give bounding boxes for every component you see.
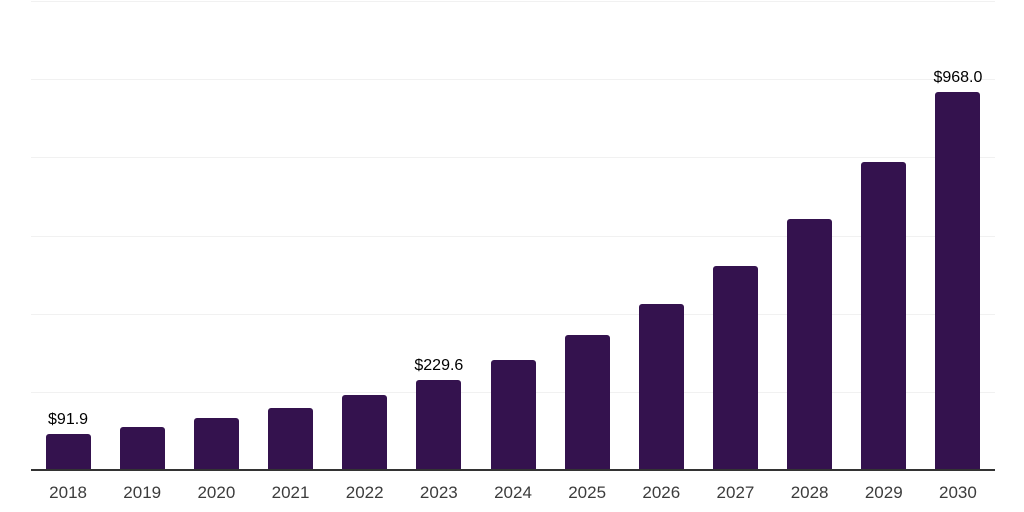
bar-2019 <box>119 426 165 470</box>
gridline-800 <box>31 157 995 159</box>
x-tick-2024: 2024 <box>494 483 532 502</box>
x-axis-line <box>31 469 995 471</box>
bar-2023 <box>416 380 462 470</box>
bar-2029 <box>861 162 907 470</box>
gridline-600 <box>31 235 995 237</box>
x-tick-2020: 2020 <box>197 483 236 502</box>
value-label-2018: $91.9 <box>48 411 89 429</box>
bar-2020 <box>193 418 239 470</box>
x-tick-2018: 2018 <box>49 483 87 502</box>
x-tick-2028: 2028 <box>790 483 829 502</box>
bar-2024 <box>490 359 536 470</box>
bar-2025 <box>564 334 610 470</box>
gridline-1200 <box>31 1 995 2</box>
value-label-2030: $968.0 <box>933 68 983 86</box>
gridline-400 <box>31 313 995 315</box>
x-tick-2027: 2027 <box>716 483 755 502</box>
x-tick-2025: 2025 <box>568 483 607 502</box>
x-tick-2019: 2019 <box>123 483 162 502</box>
bar-2028 <box>787 219 833 470</box>
bar-2027 <box>712 265 758 470</box>
bar-2030 <box>935 91 981 470</box>
bar-2022 <box>342 395 388 470</box>
bar-2018 <box>45 434 91 470</box>
x-tick-2021: 2021 <box>271 483 310 502</box>
x-tick-2026: 2026 <box>642 483 681 502</box>
x-tick-2030: 2030 <box>939 483 977 502</box>
x-tick-2023: 2023 <box>419 483 458 502</box>
gridline-1000 <box>31 79 995 81</box>
x-tick-2029: 2029 <box>864 483 903 502</box>
x-tick-2022: 2022 <box>345 483 384 502</box>
value-label-2023: $229.6 <box>414 357 464 375</box>
bar-2026 <box>638 303 684 470</box>
bar-2021 <box>268 407 314 470</box>
